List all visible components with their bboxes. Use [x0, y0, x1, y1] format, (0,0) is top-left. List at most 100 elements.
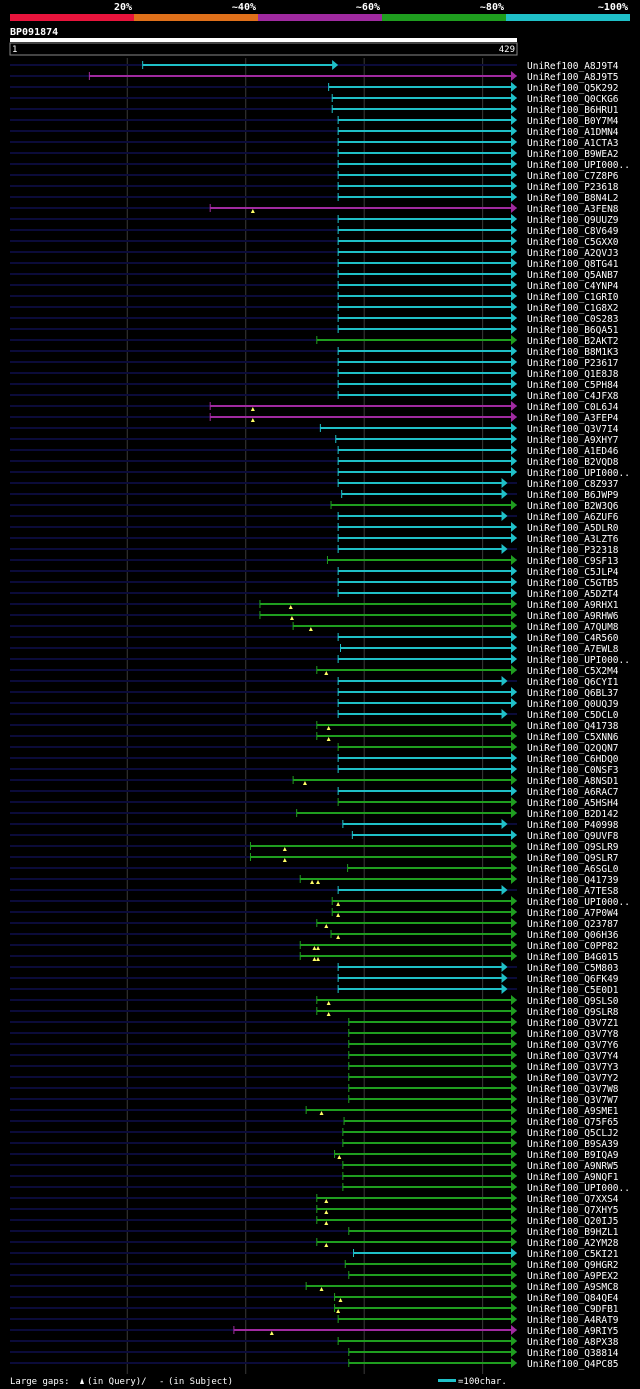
- in-subject-label: (in Subject): [168, 1377, 233, 1387]
- hit-label: UniRef100_Q3V7Y6: [527, 1040, 619, 1051]
- hit-label: UniRef100_Q6CYI1: [527, 677, 619, 688]
- legend-swatch-3: [258, 14, 382, 21]
- hit-row: UniRef100_Q6CYI1: [10, 676, 619, 688]
- hit-label: UniRef100_C1G8X2: [527, 303, 619, 314]
- hit-arrow-icon: [511, 445, 517, 455]
- hit-label: UniRef100_A8NSD1: [527, 776, 619, 787]
- hit-arrow-icon: [511, 610, 517, 620]
- hit-arrow-icon: [511, 995, 517, 1005]
- hit-row: UniRef100_A9SME1: [10, 1105, 619, 1117]
- hit-label: UniRef100_B2AKT2: [527, 336, 619, 347]
- hit-row: UniRef100_UPI000..: [10, 654, 630, 666]
- hit-label: UniRef100_A9PEX2: [527, 1271, 619, 1282]
- hit-arrow-icon: [511, 137, 517, 147]
- hit-row: UniRef100_UPI000..: [10, 159, 630, 171]
- hit-arrow-icon: [511, 863, 517, 873]
- hit-row: UniRef100_Q3V7Z1: [10, 1017, 619, 1029]
- hit-arrow-icon: [511, 643, 517, 653]
- query-gap-marker-icon: [324, 671, 329, 675]
- hit-arrow-icon: [511, 1039, 517, 1049]
- hit-label: UniRef100_A5DZT4: [527, 589, 619, 600]
- hit-row: UniRef100_Q3V7W8: [10, 1083, 619, 1095]
- hit-label: UniRef100_Q7XXS4: [527, 1194, 619, 1205]
- hit-row: UniRef100_P32318: [10, 544, 619, 556]
- hit-label: UniRef100_C6HDQ0: [527, 754, 619, 765]
- hit-arrow-icon: [511, 1325, 517, 1335]
- query-gap-marker-icon: [269, 1331, 274, 1335]
- hit-row: UniRef100_A9RHW6: [10, 610, 619, 622]
- hit-row: UniRef100_A1DMN4: [10, 126, 619, 138]
- hit-arrow-icon: [501, 819, 508, 829]
- hit-label: UniRef100_A3FEN8: [527, 204, 619, 215]
- query-gap-marker-icon: [324, 1210, 329, 1214]
- hit-label: UniRef100_P23618: [527, 182, 619, 193]
- hit-arrow-icon: [501, 973, 508, 983]
- hit-row: UniRef100_C8V649: [10, 225, 619, 237]
- hit-row: UniRef100_A2YM28: [10, 1237, 619, 1249]
- hit-arrow-icon: [511, 731, 517, 741]
- query-end-label: 429: [499, 45, 515, 55]
- hit-arrow-icon: [511, 1116, 517, 1126]
- query-gap-marker-icon: [336, 913, 341, 917]
- hit-row: UniRef100_C0NSF3: [10, 764, 619, 776]
- hit-label: UniRef100_Q5K292: [527, 83, 619, 94]
- hit-label: UniRef100_C8Z937: [527, 479, 619, 490]
- hit-row: UniRef100_C5XNN6: [10, 731, 619, 743]
- hit-label: UniRef100_UPI000..: [527, 468, 630, 479]
- hit-row: UniRef100_C5KI21: [10, 1248, 619, 1260]
- hit-arrow-icon: [511, 753, 517, 763]
- query-gap-marker-icon: [282, 847, 287, 851]
- hit-label: UniRef100_B2D142: [527, 809, 619, 820]
- hit-label: UniRef100_Q41738: [527, 721, 619, 732]
- hit-row: UniRef100_C5JLP4: [10, 566, 619, 578]
- hit-row: UniRef100_Q3V7Y6: [10, 1039, 619, 1051]
- hit-arrow-icon: [511, 1292, 517, 1302]
- hit-arrow-icon: [511, 467, 517, 477]
- query-gap-marker-icon: [310, 880, 315, 884]
- hit-label: UniRef100_C9SF13: [527, 556, 619, 567]
- hit-row: UniRef100_Q8TG41: [10, 258, 619, 270]
- hit-arrow-icon: [511, 1193, 517, 1203]
- hit-arrow-icon: [511, 720, 517, 730]
- legend-label-5: ~100%: [598, 2, 628, 13]
- hit-row: UniRef100_Q3V7Y4: [10, 1050, 619, 1062]
- hit-label: UniRef100_A2QVJ3: [527, 248, 619, 259]
- hit-arrow-icon: [511, 764, 517, 774]
- hit-label: UniRef100_C5GTB5: [527, 578, 619, 589]
- hit-row: UniRef100_B6QA51: [10, 324, 619, 336]
- query-gap-marker-icon: [336, 1309, 341, 1313]
- hit-label: UniRef100_C8V649: [527, 226, 619, 237]
- hit-row: UniRef100_A1ED46: [10, 445, 619, 457]
- hit-label: UniRef100_A6RAC7: [527, 787, 619, 798]
- hit-row: UniRef100_Q9SLR7: [10, 852, 619, 864]
- subject-gap-marker: -: [159, 1377, 164, 1387]
- hit-label: UniRef100_A3LZT6: [527, 534, 619, 545]
- hit-arrow-icon: [511, 500, 517, 510]
- hit-arrow-icon: [511, 577, 517, 587]
- hit-row: UniRef100_C0PP82: [10, 940, 619, 952]
- hit-row: UniRef100_Q3V7I4: [10, 423, 619, 435]
- hit-row: UniRef100_C9DFB1: [10, 1303, 619, 1315]
- hit-arrow-icon: [511, 566, 517, 576]
- hit-row: UniRef100_C5X2M4: [10, 665, 619, 677]
- hit-arrow-icon: [511, 687, 517, 697]
- hit-label: UniRef100_A1CTA3: [527, 138, 619, 149]
- hit-label: UniRef100_Q9UVF8: [527, 831, 619, 842]
- query-gap-marker-icon: [324, 1243, 329, 1247]
- hit-arrow-icon: [511, 1083, 517, 1093]
- hit-row: UniRef100_C6HDQ0: [10, 753, 619, 765]
- hit-arrow-icon: [511, 225, 517, 235]
- hit-label: UniRef100_Q2QQN7: [527, 743, 619, 754]
- hit-row: UniRef100_A9RHX1: [10, 599, 619, 611]
- hit-label: UniRef100_Q75F65: [527, 1117, 619, 1128]
- hit-row: UniRef100_B6JWP9: [10, 489, 619, 501]
- hit-arrow-icon: [511, 203, 517, 213]
- hit-label: UniRef100_C5PH84: [527, 380, 619, 391]
- hit-row: UniRef100_C5PH84: [10, 379, 619, 391]
- hit-row: UniRef100_Q5ANB7: [10, 269, 619, 281]
- hit-row: UniRef100_C5GTB5: [10, 577, 619, 589]
- hit-label: UniRef100_B6JWP9: [527, 490, 619, 501]
- hit-row: UniRef100_B9HZL1: [10, 1226, 619, 1238]
- hit-arrow-icon: [511, 940, 517, 950]
- hit-arrow-icon: [511, 1006, 517, 1016]
